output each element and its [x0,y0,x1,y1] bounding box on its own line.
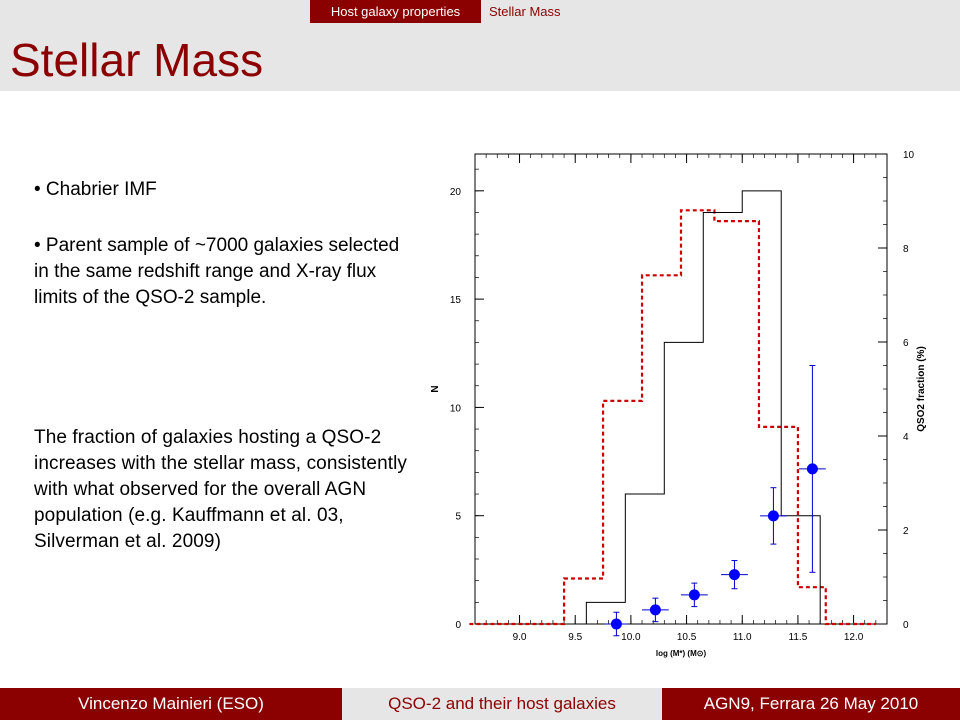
y2-tick-label: 4 [903,432,909,443]
y2-tick-label: 8 [903,244,909,255]
y-tick-label: 15 [450,295,462,306]
page-title: Stellar Mass [10,34,264,86]
x-axis-title: log (M*) (M⊙) [656,649,707,658]
top-navigation: Host galaxy properties Stellar Mass [0,0,960,23]
fraction-point [728,569,740,581]
y-tick-label: 10 [450,403,462,414]
x-tick-label: 10.5 [677,632,697,643]
fraction-point [806,463,818,475]
y2-axis-title: QSO2 fraction (%) [916,346,927,432]
fraction-paragraph: The fraction of galaxies hosting a QSO-2… [34,427,408,552]
x-tick-label: 9.0 [513,632,527,643]
fraction-point [767,510,779,522]
y-tick-label: 5 [455,512,461,523]
bullet-imf: • Chabrier IMF [34,179,157,200]
footer-event: AGN9, Ferrara 26 May 2010 [662,688,960,720]
x-tick-label: 11.0 [733,632,752,643]
y-tick-label: 0 [455,620,461,631]
x-tick-label: 12.0 [844,632,864,643]
y-tick-label: 20 [450,187,462,198]
parent-histogram [469,209,876,626]
y-axis-title: N [430,385,441,392]
x-tick-label: 10.0 [621,632,641,643]
title-bar [0,23,960,91]
bullet-parent-sample: • Parent sample of ~7000 galaxies select… [34,235,400,308]
footer-talk-title: QSO-2 and their host galaxies [342,688,662,720]
y2-tick-label: 6 [903,338,909,349]
nav-current-link[interactable]: Stellar Mass [489,4,561,19]
nav-section-link[interactable]: Host galaxy properties [310,0,481,23]
fraction-point [688,589,700,601]
y2-tick-label: 2 [903,526,909,537]
footer: Vincenzo Mainieri (ESO) QSO-2 and their … [0,688,960,720]
fraction-point [649,604,661,616]
qso2-histogram [585,190,821,624]
y2-tick-label: 10 [903,150,915,161]
y2-tick-label: 0 [903,620,909,631]
footer-author: Vincenzo Mainieri (ESO) [0,688,342,720]
stellar-mass-figure: 9.0 9.5 10.0 10.5 11.0 11.5 12.0 0 5 10 15 20 0 2 4 6 8 1… [412,142,942,675]
stellar-mass-chart: 9.0 9.5 10.0 10.5 11.0 11.5 12.0 0 5 10 15 20 0 2 4 6 8 1… [430,150,927,658]
fraction-point [610,618,622,630]
x-tick-label: 11.5 [789,632,808,643]
x-tick-label: 9.5 [568,632,582,643]
